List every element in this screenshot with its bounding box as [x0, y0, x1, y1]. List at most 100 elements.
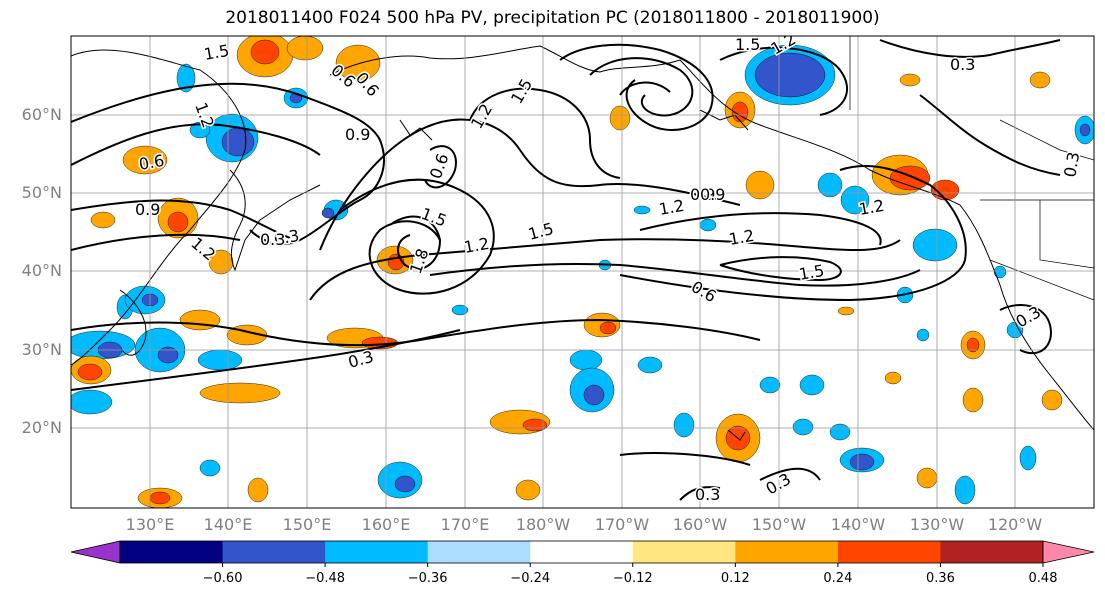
- precip-patch: [394, 475, 416, 493]
- lon-label: 160°W: [672, 515, 728, 534]
- precip-patch: [637, 356, 663, 374]
- lon-label: 120°W: [987, 515, 1043, 534]
- lat-label: 50°N: [21, 183, 62, 202]
- precip-patch: [817, 172, 843, 198]
- precip-patch: [122, 145, 168, 175]
- precip-patch: [1029, 71, 1051, 89]
- lon-label: 140°E: [203, 515, 253, 534]
- colorbar-outline: [119, 540, 1044, 564]
- precip-patch: [829, 423, 851, 441]
- precip-patch: [77, 363, 103, 381]
- precip-patch: [451, 304, 469, 316]
- precip-patch: [1019, 445, 1037, 471]
- precip-patch: [599, 321, 617, 335]
- lat-label: 60°N: [21, 105, 62, 124]
- precip-patch: [799, 374, 825, 396]
- precip-patch: [157, 346, 179, 364]
- lat-label: 20°N: [21, 418, 62, 437]
- map-title: 2018011400 F024 500 hPa PV, precipitatio…: [225, 8, 880, 28]
- precip-patch: [609, 105, 631, 131]
- colorbar-tick-label: −0.48: [305, 571, 346, 586]
- precip-patch: [90, 211, 116, 229]
- precip-patch: [966, 337, 980, 353]
- precip-patch: [792, 418, 814, 436]
- lon-label: 170°E: [440, 515, 490, 534]
- lon-label: 130°E: [125, 515, 175, 534]
- precip-patch: [633, 205, 651, 215]
- lat-label: 30°N: [21, 340, 62, 359]
- borders: [849, 36, 1094, 301]
- colorbar-segment: [735, 541, 839, 563]
- precip-patch: [515, 479, 541, 501]
- colorbar-segment: [837, 541, 941, 563]
- precip-patch: [176, 63, 196, 93]
- precip-patch: [221, 127, 255, 157]
- precip-patch: [71, 389, 113, 415]
- contour-label: 0.9: [700, 185, 725, 204]
- precip-patch: [745, 170, 775, 200]
- precip-patch: [1079, 123, 1091, 137]
- precip-shading: [71, 36, 1094, 508]
- precip-patch: [569, 349, 603, 371]
- lat-label: 40°N: [21, 261, 62, 280]
- colorbar-tick-label: −0.12: [612, 571, 653, 586]
- precip-patch: [71, 330, 136, 360]
- precip-patch: [199, 382, 281, 404]
- precip-patch: [912, 228, 958, 262]
- precip-patch: [916, 328, 930, 342]
- contour-label: 0.9: [345, 125, 370, 144]
- precip-patch: [583, 384, 605, 406]
- precip-patch: [962, 387, 984, 413]
- lon-label: 150°W: [751, 515, 807, 534]
- precip-patch: [759, 376, 781, 394]
- precip-patch: [699, 218, 717, 232]
- precip-patch: [199, 459, 221, 477]
- precip-patch: [179, 309, 221, 331]
- colorbar-tick-label: 0.12: [720, 571, 750, 586]
- colorbar-segment: [940, 541, 1044, 563]
- precip-patch: [167, 211, 189, 233]
- lon-label: 170°W: [594, 515, 650, 534]
- contour-label: 0.3: [695, 485, 720, 504]
- colorbar-extend-right: [1042, 540, 1095, 564]
- pv-contours: [71, 39, 1061, 501]
- precip-patch: [993, 265, 1007, 279]
- contour-label: 0.9: [690, 185, 715, 204]
- lon-label: 180°W: [515, 515, 571, 534]
- precip-patch: [1041, 389, 1063, 411]
- lon-label: 150°E: [282, 515, 332, 534]
- graticule: [71, 36, 1094, 508]
- precip-patch: [250, 39, 280, 65]
- colorbar-segment: [325, 541, 429, 563]
- precip-patch: [889, 165, 931, 191]
- colorbar-segment: [222, 541, 326, 563]
- contour-label: 1.5: [735, 35, 760, 54]
- precip-patch: [673, 412, 695, 438]
- precip-patch: [837, 306, 855, 316]
- precip-patch: [247, 477, 269, 503]
- colorbar-tick-label: −0.60: [202, 571, 243, 586]
- precip-patch: [884, 371, 902, 385]
- coastlines: [71, 45, 1094, 441]
- precip-patch: [899, 73, 921, 87]
- colorbar-tick-label: 0.36: [925, 571, 955, 586]
- precip-patch: [916, 467, 938, 489]
- contour-label: 0.3: [260, 230, 285, 249]
- colorbar-tick-label: 0.48: [1028, 571, 1058, 586]
- lon-label: 160°E: [361, 515, 411, 534]
- colorbar-extend-left: [70, 540, 121, 564]
- precip-patch: [149, 491, 171, 505]
- colorbar-segment: [427, 541, 531, 563]
- contour-label: 0.3: [950, 55, 975, 74]
- contour-label: 0.9: [135, 200, 160, 219]
- colorbar-segment: [632, 541, 736, 563]
- colorbar-tick-label: −0.24: [510, 571, 551, 586]
- lon-label: 130°W: [909, 515, 965, 534]
- precip-patch: [849, 453, 875, 471]
- precip-patch: [335, 44, 381, 82]
- precip-patch: [321, 207, 335, 219]
- colorbar-segment: [120, 541, 224, 563]
- precip-patch: [731, 101, 749, 123]
- colorbar-tick-label: −0.36: [407, 571, 448, 586]
